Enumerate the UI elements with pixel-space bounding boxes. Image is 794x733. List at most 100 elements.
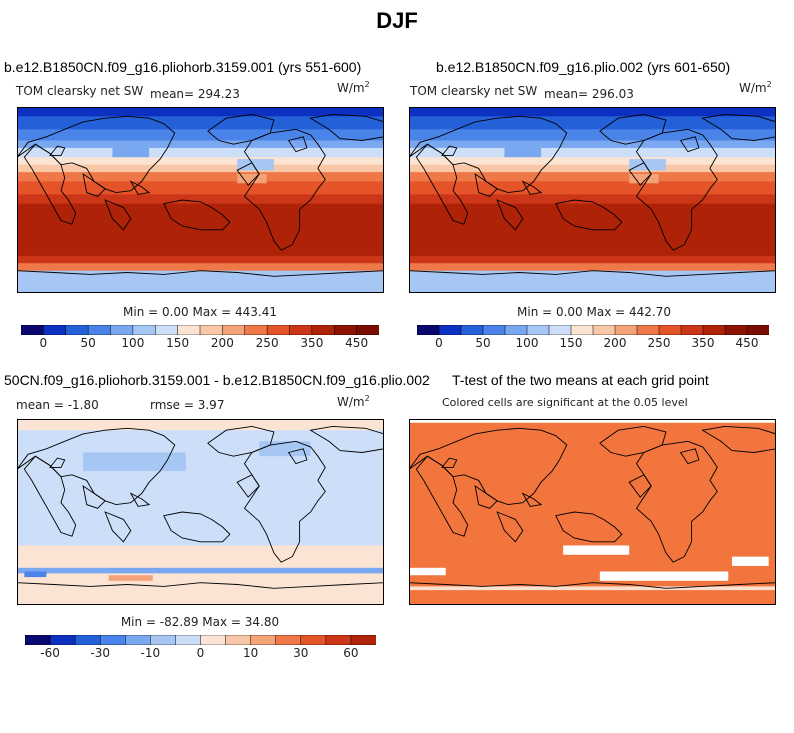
colorbar-box-8	[592, 325, 616, 335]
field-band-13	[409, 270, 776, 293]
colorbar-box-0	[417, 325, 440, 335]
tibet-patch	[629, 173, 659, 184]
colorbar-box-10	[636, 325, 660, 335]
eurasia-snow-patch	[504, 147, 542, 158]
coastline-2	[474, 485, 498, 509]
field-band-6	[409, 164, 776, 173]
colorbar-box-15	[356, 325, 379, 335]
coastline-11	[679, 136, 700, 153]
figure-title: DJF	[376, 8, 418, 33]
colorbar-tick-label: 250	[255, 336, 279, 350]
field-band-12	[17, 263, 384, 272]
panel2-minmax: Min = 0.00 Max = 442.70	[517, 305, 671, 319]
colorbar-tick-label: 150	[166, 336, 190, 350]
colorbar-box-2	[65, 325, 89, 335]
coastline-8	[635, 128, 718, 251]
colorbar-tick-label: 350	[691, 336, 715, 350]
panel1-minmax: Min = 0.00 Max = 443.41	[123, 305, 277, 319]
colorbar-tick-label: 450	[345, 336, 369, 350]
colorbar-tick-label: 50	[80, 336, 96, 350]
diff-patch-eurasia	[83, 452, 186, 472]
nonsig-speckle-row	[409, 586, 776, 591]
coastline-3	[441, 457, 458, 468]
coastline-5	[129, 492, 151, 507]
colorbar-box-8	[225, 635, 252, 645]
colorbar-box-3	[87, 325, 112, 335]
diff-strip-southern-ocean	[17, 567, 384, 574]
coastline-3	[441, 145, 458, 156]
diff-band-north	[17, 419, 384, 431]
coastline-9	[207, 113, 275, 145]
diff-cold-streak	[24, 571, 47, 578]
field-band-4	[17, 147, 384, 158]
map-frame	[409, 419, 776, 605]
field-band-9	[17, 194, 384, 205]
colorbar-box-14	[334, 325, 358, 335]
coastline-3	[49, 457, 66, 468]
coastline-9	[207, 425, 275, 457]
panel3-map	[17, 419, 384, 605]
colorbar-box-13	[350, 635, 376, 645]
colorbar-box-10	[275, 635, 302, 645]
nonsig-top-row	[409, 419, 776, 423]
coastline-10	[309, 113, 384, 141]
coastline-1	[17, 427, 176, 506]
coastline-5	[129, 180, 151, 195]
field-band-2	[17, 129, 384, 141]
panel3-colorbar	[25, 635, 376, 645]
colorbar-box-13	[702, 325, 726, 335]
colorbar-box-4	[125, 635, 152, 645]
colorbar-tick-label: 0	[39, 336, 48, 350]
field-band-11	[17, 255, 384, 264]
nonsig-patch-1	[563, 545, 630, 555]
colorbar-box-11	[266, 325, 291, 335]
colorbar-box-7	[177, 325, 201, 335]
coastline-antarctica	[17, 582, 384, 605]
colorbar-tick-label: 200	[210, 336, 234, 350]
map-frame	[17, 419, 384, 605]
field-band-1	[17, 116, 384, 130]
coastline-4	[496, 511, 524, 543]
panel3-units: W/m2	[337, 394, 370, 409]
colorbar-box-2	[460, 325, 484, 335]
colorbar-box-12	[325, 635, 352, 645]
colorbar-tick-label: -60	[40, 646, 60, 660]
colorbar-tick-label: 10	[243, 646, 259, 660]
field-band-2	[409, 129, 776, 141]
asia-cold-patch	[629, 159, 666, 171]
field-band-5	[17, 157, 384, 166]
nonsig-patch-4	[731, 556, 769, 566]
field-band-7	[409, 172, 776, 182]
field-band-6	[17, 164, 384, 173]
colorbar-box-4	[504, 325, 528, 335]
colorbar-box-1	[438, 325, 462, 335]
field-band-4	[409, 147, 776, 158]
colorbar-box-5	[132, 325, 156, 335]
coastline-11	[287, 136, 308, 153]
field-band-0	[409, 107, 776, 117]
coastline-10	[309, 425, 384, 453]
coastline-6	[163, 199, 231, 231]
colorbar-box-5	[526, 325, 550, 335]
field-band-12	[409, 263, 776, 272]
diff-warm-streak	[108, 575, 153, 581]
coastline-4	[104, 199, 132, 231]
coastline-6	[555, 511, 623, 543]
coastline-antarctica	[409, 582, 776, 605]
colorbar-tick-label: 200	[603, 336, 627, 350]
colorbar-tick-label: 350	[300, 336, 324, 350]
colorbar-box-15	[746, 325, 769, 335]
panel2-map	[409, 107, 776, 293]
colorbar-tick-label: 100	[121, 336, 145, 350]
field-band-0	[17, 107, 384, 117]
colorbar-box-9	[250, 635, 277, 645]
coastline-2	[82, 485, 106, 509]
coastline-3	[49, 145, 66, 156]
colorbar-box-11	[658, 325, 682, 335]
coastline-1	[17, 115, 176, 194]
colorbar-box-10	[244, 325, 268, 335]
panel1-variable: TOM clearsky net SW	[16, 84, 144, 98]
panel1-units: W/m2	[337, 80, 370, 95]
colorbar-box-2	[74, 635, 101, 645]
coastline-11	[679, 448, 700, 465]
